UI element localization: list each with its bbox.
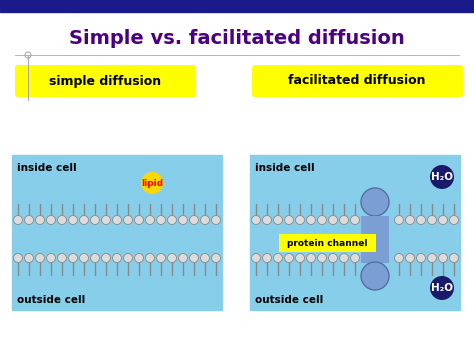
Circle shape bbox=[167, 253, 176, 262]
Circle shape bbox=[307, 215, 316, 224]
Circle shape bbox=[252, 215, 261, 224]
Text: simple diffusion: simple diffusion bbox=[49, 75, 161, 87]
Circle shape bbox=[394, 253, 403, 262]
Circle shape bbox=[430, 165, 454, 189]
Circle shape bbox=[328, 215, 337, 224]
Circle shape bbox=[135, 253, 144, 262]
Text: Simple vs. facilitated diffusion: Simple vs. facilitated diffusion bbox=[69, 28, 405, 48]
Circle shape bbox=[156, 253, 165, 262]
Circle shape bbox=[190, 253, 199, 262]
Circle shape bbox=[80, 253, 89, 262]
Circle shape bbox=[273, 253, 283, 262]
Circle shape bbox=[295, 253, 304, 262]
Circle shape bbox=[13, 253, 22, 262]
Circle shape bbox=[101, 253, 110, 262]
Circle shape bbox=[428, 215, 437, 224]
Circle shape bbox=[211, 215, 220, 224]
Circle shape bbox=[339, 253, 348, 262]
Circle shape bbox=[307, 253, 316, 262]
Circle shape bbox=[91, 215, 100, 224]
Circle shape bbox=[328, 253, 337, 262]
Circle shape bbox=[405, 215, 414, 224]
Circle shape bbox=[201, 215, 210, 224]
Circle shape bbox=[36, 253, 45, 262]
FancyBboxPatch shape bbox=[252, 65, 463, 97]
Circle shape bbox=[350, 215, 359, 224]
Circle shape bbox=[167, 215, 176, 224]
Circle shape bbox=[25, 253, 34, 262]
Circle shape bbox=[46, 215, 55, 224]
Circle shape bbox=[273, 215, 283, 224]
Circle shape bbox=[91, 253, 100, 262]
Circle shape bbox=[135, 215, 144, 224]
Circle shape bbox=[284, 215, 293, 224]
Circle shape bbox=[124, 253, 133, 262]
Ellipse shape bbox=[361, 188, 389, 216]
Circle shape bbox=[449, 215, 458, 224]
Circle shape bbox=[57, 253, 66, 262]
Circle shape bbox=[57, 215, 66, 224]
Circle shape bbox=[430, 276, 454, 300]
Circle shape bbox=[263, 215, 272, 224]
Circle shape bbox=[69, 215, 78, 224]
Circle shape bbox=[417, 253, 426, 262]
Circle shape bbox=[318, 215, 327, 224]
Circle shape bbox=[124, 215, 133, 224]
Circle shape bbox=[141, 172, 163, 194]
Circle shape bbox=[405, 253, 414, 262]
Text: inside cell: inside cell bbox=[255, 163, 315, 173]
Circle shape bbox=[179, 253, 188, 262]
Circle shape bbox=[190, 215, 199, 224]
Text: H₂O: H₂O bbox=[431, 172, 453, 182]
Bar bbox=[12, 155, 222, 310]
Circle shape bbox=[46, 253, 55, 262]
Ellipse shape bbox=[361, 262, 389, 290]
Circle shape bbox=[80, 215, 89, 224]
Text: outside cell: outside cell bbox=[17, 295, 85, 305]
Circle shape bbox=[25, 215, 34, 224]
Circle shape bbox=[394, 215, 403, 224]
Circle shape bbox=[252, 253, 261, 262]
Circle shape bbox=[156, 215, 165, 224]
FancyBboxPatch shape bbox=[15, 65, 196, 97]
Circle shape bbox=[449, 253, 458, 262]
Circle shape bbox=[112, 215, 121, 224]
Text: facilitated diffusion: facilitated diffusion bbox=[288, 75, 426, 87]
Circle shape bbox=[318, 253, 327, 262]
Bar bbox=[361, 215, 389, 262]
Circle shape bbox=[417, 215, 426, 224]
Bar bbox=[250, 155, 460, 310]
Circle shape bbox=[69, 253, 78, 262]
Circle shape bbox=[211, 253, 220, 262]
Circle shape bbox=[339, 215, 348, 224]
Bar bbox=[0, 0, 474, 12]
FancyBboxPatch shape bbox=[279, 234, 376, 252]
Circle shape bbox=[36, 215, 45, 224]
Circle shape bbox=[146, 253, 155, 262]
Circle shape bbox=[438, 253, 447, 262]
Circle shape bbox=[13, 215, 22, 224]
Text: H₂O: H₂O bbox=[431, 283, 453, 293]
Text: protein channel: protein channel bbox=[287, 239, 367, 247]
Circle shape bbox=[101, 215, 110, 224]
Circle shape bbox=[438, 215, 447, 224]
Text: inside cell: inside cell bbox=[17, 163, 77, 173]
Circle shape bbox=[284, 253, 293, 262]
Text: outside cell: outside cell bbox=[255, 295, 323, 305]
Circle shape bbox=[146, 215, 155, 224]
Circle shape bbox=[350, 253, 359, 262]
Circle shape bbox=[201, 253, 210, 262]
Circle shape bbox=[112, 253, 121, 262]
Circle shape bbox=[428, 253, 437, 262]
Text: lipid: lipid bbox=[141, 179, 163, 187]
Circle shape bbox=[263, 253, 272, 262]
Circle shape bbox=[295, 215, 304, 224]
Circle shape bbox=[179, 215, 188, 224]
